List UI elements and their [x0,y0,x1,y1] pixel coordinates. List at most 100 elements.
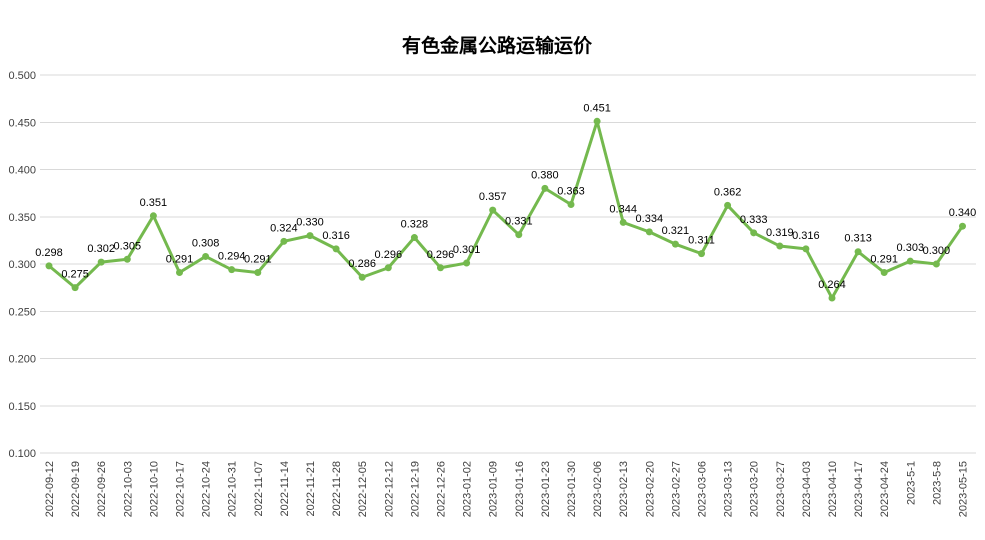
y-tick-label: 0.450 [8,117,36,129]
x-tick-label: 2022-10-31 [227,461,239,517]
data-label: 0.286 [348,258,376,270]
data-label: 0.298 [35,247,63,259]
data-point-marker [123,255,131,263]
x-tick-label: 2022-09-12 [44,461,56,517]
y-tick-label: 0.500 [8,70,36,82]
data-point-marker [932,260,940,268]
data-point-marker [71,284,79,292]
data-label: 0.305 [114,240,142,252]
data-label: 0.264 [818,279,846,291]
data-label: 0.301 [453,244,481,256]
data-label: 0.328 [401,219,429,231]
data-point-marker [515,231,523,239]
x-tick-label: 2023-03-20 [749,461,761,517]
x-tick-label: 2022-09-19 [70,461,82,517]
data-label: 0.291 [244,254,272,266]
y-tick-label: 0.400 [8,165,36,177]
data-label: 0.313 [844,233,872,245]
x-tick-label: 2023-04-24 [879,461,891,517]
data-label: 0.316 [792,230,820,242]
data-point-marker [567,200,575,208]
data-point-marker [802,245,810,253]
data-point-marker [541,184,549,192]
x-axis-labels: 2022-09-12 2022-09-19 2022-09-26 2022-10-03… [44,461,970,517]
x-tick-label: 2022-11-21 [305,461,317,516]
data-label: 0.291 [166,254,194,266]
data-label: 0.296 [375,249,403,261]
x-tick-label: 2022-10-17 [175,461,187,517]
x-tick-label: 2023-01-30 [566,461,578,517]
data-point-marker [97,258,105,266]
x-tick-label: 2022-10-24 [201,461,213,517]
data-point-marker [254,269,262,277]
data-label: 0.291 [870,254,898,266]
x-tick-label: 2023-01-16 [514,461,526,517]
x-tick-label: 2022-10-03 [122,461,134,517]
data-point-marker [463,259,471,267]
data-label: 0.296 [427,249,455,261]
x-tick-label: 2023-02-13 [618,461,630,517]
x-tick-label: 2022-10-10 [148,461,160,517]
data-label: 0.311 [688,235,715,247]
data-point-marker [306,232,314,240]
x-tick-label: 2023-04-03 [801,461,813,517]
data-label: 0.451 [583,102,611,114]
y-tick-label: 0.150 [8,401,36,413]
data-label: 0.331 [505,216,533,228]
data-label: 0.357 [479,191,507,203]
data-point-marker [645,228,653,236]
data-label: 0.340 [949,207,977,219]
data-point-marker [828,294,836,302]
data-label: 0.319 [766,227,794,239]
data-label: 0.324 [270,222,298,234]
data-point-marker [724,201,732,209]
x-tick-label: 2023-03-06 [697,461,709,517]
x-tick-label: 2022-11-28 [331,461,343,516]
data-point-marker [280,237,288,245]
data-point-marker [410,234,418,242]
data-label: 0.275 [61,269,89,281]
x-tick-label: 2023-01-02 [462,461,474,517]
data-point-marker [750,229,758,237]
x-tick-label: 2023-02-20 [644,461,656,517]
data-point-marker [906,257,914,265]
data-label: 0.316 [322,230,350,242]
data-point-marker [358,273,366,281]
data-point-marker [384,264,392,272]
data-label: 0.363 [557,185,585,197]
line-series [47,119,964,300]
data-label: 0.362 [714,186,742,198]
data-point-marker [437,264,444,272]
data-point-marker [593,117,601,125]
data-point-marker [671,240,679,248]
x-tick-label: 2023-05-15 [958,461,970,517]
data-point-marker [202,252,210,260]
x-tick-label: 2023-01-09 [488,461,500,517]
x-tick-label: 2023-5-1 [905,461,917,505]
series-line [47,119,964,300]
x-tick-label: 2023-5-8 [931,461,943,505]
data-label: 0.300 [923,245,951,257]
x-tick-label: 2022-11-07 [253,461,265,516]
data-label: 0.333 [740,214,768,226]
x-tick-label: 2023-02-06 [592,461,604,517]
x-tick-label: 2023-01-23 [540,461,552,517]
x-tick-label: 2022-11-14 [279,461,291,516]
data-point-marker [854,248,862,256]
x-tick-label: 2022-09-26 [96,461,108,517]
data-point-marker [45,262,53,270]
data-label: 0.334 [636,213,664,225]
y-axis-labels: 0.500 0.450 0.400 0.350 0.300 0.250 0.200 0.150… [8,70,36,460]
data-label: 0.344 [609,203,637,215]
x-tick-label: 2022-12-19 [409,461,421,517]
data-point-marker [228,266,236,274]
x-tick-label: 2022-12-12 [383,461,395,517]
data-label: 0.321 [662,225,690,237]
data-label: 0.380 [531,169,559,181]
data-point-marker [176,269,183,277]
data-point-marker [959,222,966,230]
y-tick-label: 0.250 [8,306,36,318]
